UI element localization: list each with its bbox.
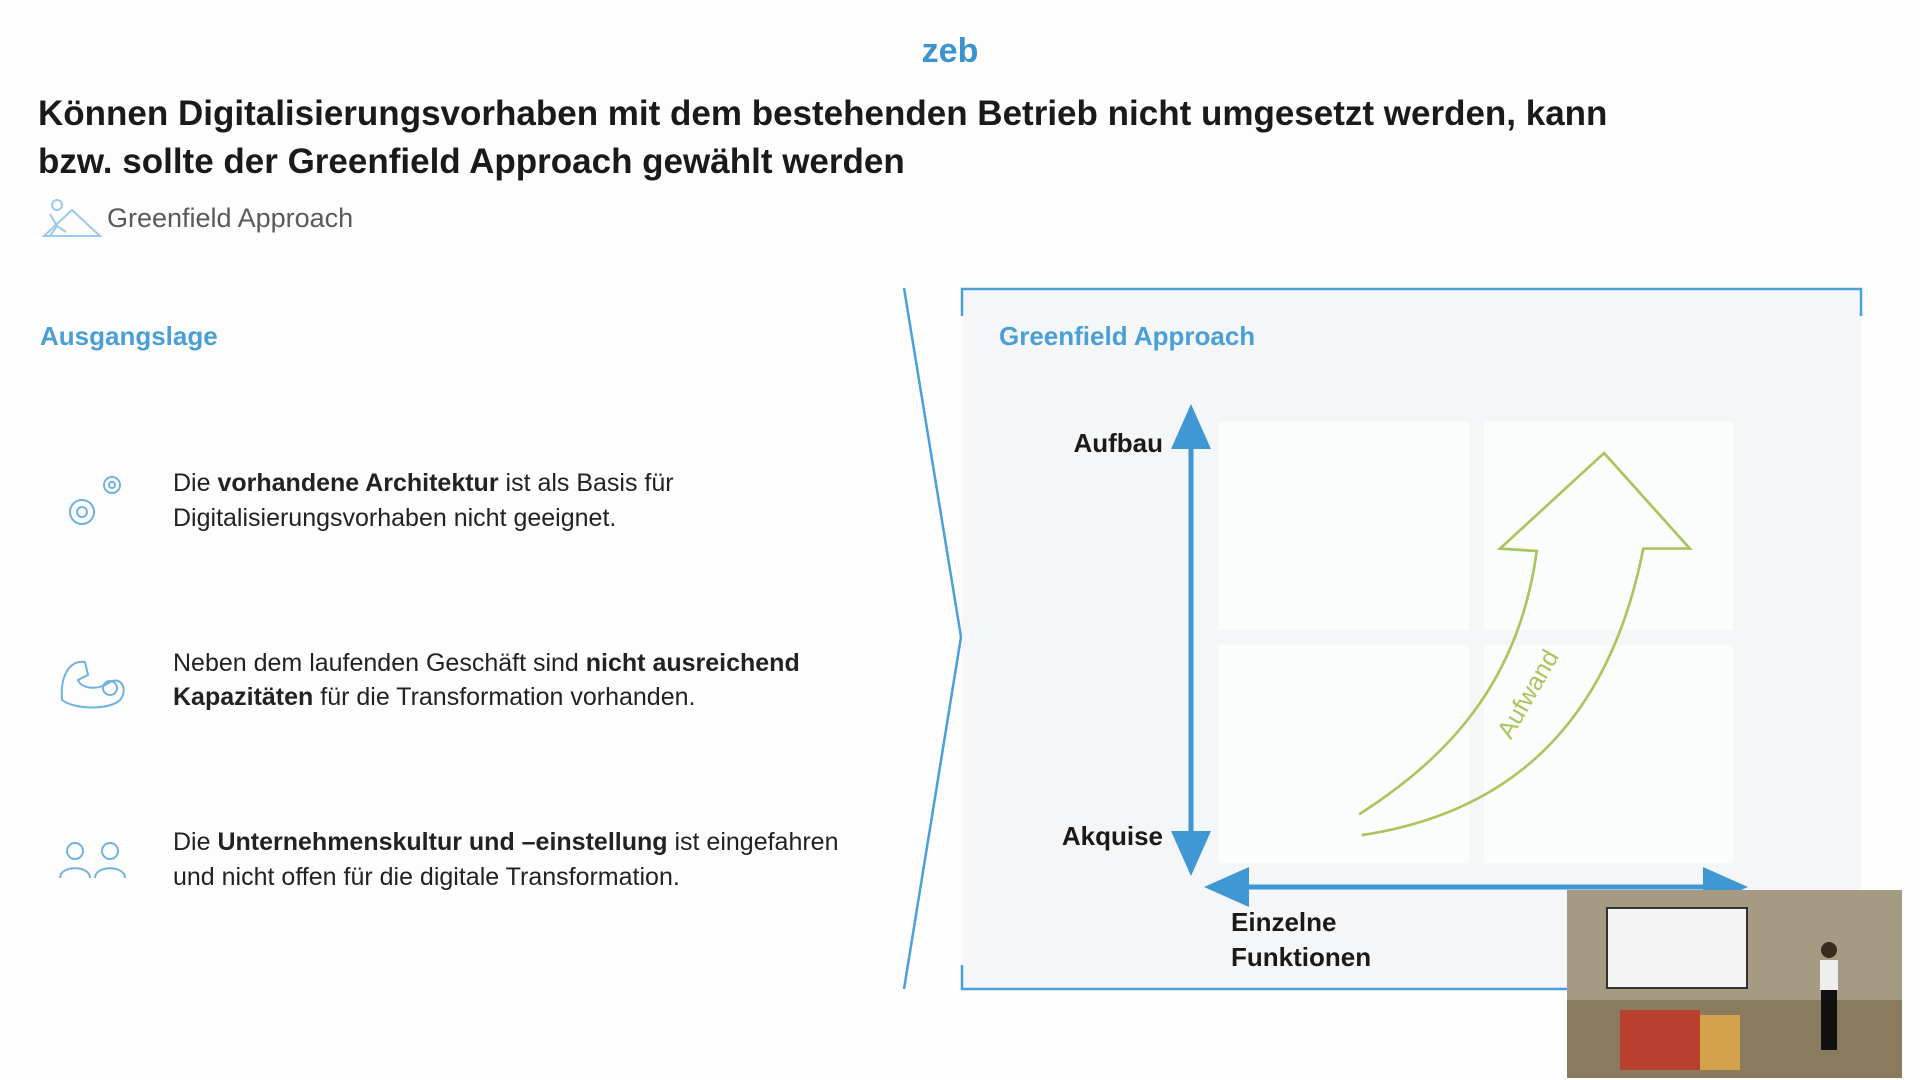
text: ist als Basis für xyxy=(498,469,674,497)
item-text-line: Neben dem laufenden Geschäft sind nicht … xyxy=(173,649,800,678)
bold-text: vorhandene Architektur xyxy=(217,469,499,497)
video-screen xyxy=(1606,907,1748,989)
video-inset xyxy=(1567,890,1902,1078)
slide-title: Können Digitalisierungsvorhaben mit dem … xyxy=(38,94,1608,133)
panel-heading: Greenfield Approach xyxy=(999,321,1256,351)
effort-arrow xyxy=(1358,451,1693,837)
matrix-cell xyxy=(1484,422,1733,630)
item-text-line: Die Unternehmenskultur und –einstellung … xyxy=(173,828,838,857)
icon-arm xyxy=(60,660,125,709)
subtitle: Greenfield Approach xyxy=(107,203,354,233)
x-axis-label: Funktionen xyxy=(1231,942,1372,972)
logo: zeb xyxy=(921,32,979,70)
item-text-line: Digitalisierungsvorhaben nicht geeignet. xyxy=(173,504,616,533)
bold-text: nicht ausreichend xyxy=(585,649,800,677)
text: Die xyxy=(173,469,218,497)
effort-arrow-outline xyxy=(1358,451,1693,837)
video-stand xyxy=(1620,1010,1700,1070)
video-box xyxy=(1700,1015,1740,1070)
text: Digitalisierungsvorhaben nicht geeignet. xyxy=(173,504,617,532)
y-axis-top-label: Aufbau xyxy=(1073,428,1163,458)
text: ist eingefahren xyxy=(667,828,839,856)
icon-gears xyxy=(69,476,121,525)
icon-people xyxy=(59,842,126,879)
text: und nicht offen für die digitale Transfo… xyxy=(173,863,680,891)
x-axis-label: Einzelne xyxy=(1231,907,1337,937)
text: Neben dem laufenden Geschäft sind xyxy=(173,649,586,677)
item-text-line: und nicht offen für die digitale Transfo… xyxy=(173,863,680,892)
video-person-body xyxy=(1820,960,1838,990)
y-axis-bottom-label: Akquise xyxy=(1061,821,1163,851)
matrix-cell xyxy=(1484,645,1733,863)
panel-border xyxy=(960,287,1863,316)
item-text-line: Kapazitäten für die Transformation vorha… xyxy=(173,683,695,712)
text: für die Transformation vorhanden. xyxy=(313,683,696,711)
item-text-line: Die vorhandene Architektur ist als Basis… xyxy=(173,469,674,498)
panel-border xyxy=(960,965,1600,991)
video-person-head xyxy=(1821,942,1837,958)
panel-chevron xyxy=(902,287,963,990)
bold-text: Unternehmenskultur und –einstellung xyxy=(217,828,668,856)
matrix-cell xyxy=(1218,645,1469,863)
matrix-cell xyxy=(1218,422,1469,630)
panel-background xyxy=(962,289,1861,989)
slide-title: bzw. sollte der Greenfield Approach gewä… xyxy=(38,142,905,181)
video-person-legs xyxy=(1821,990,1837,1050)
bold-text: Kapazitäten xyxy=(173,683,314,711)
panel-heading: Ausgangslage xyxy=(40,321,218,351)
icon-greenfield xyxy=(41,199,103,237)
text: Die xyxy=(173,828,218,856)
